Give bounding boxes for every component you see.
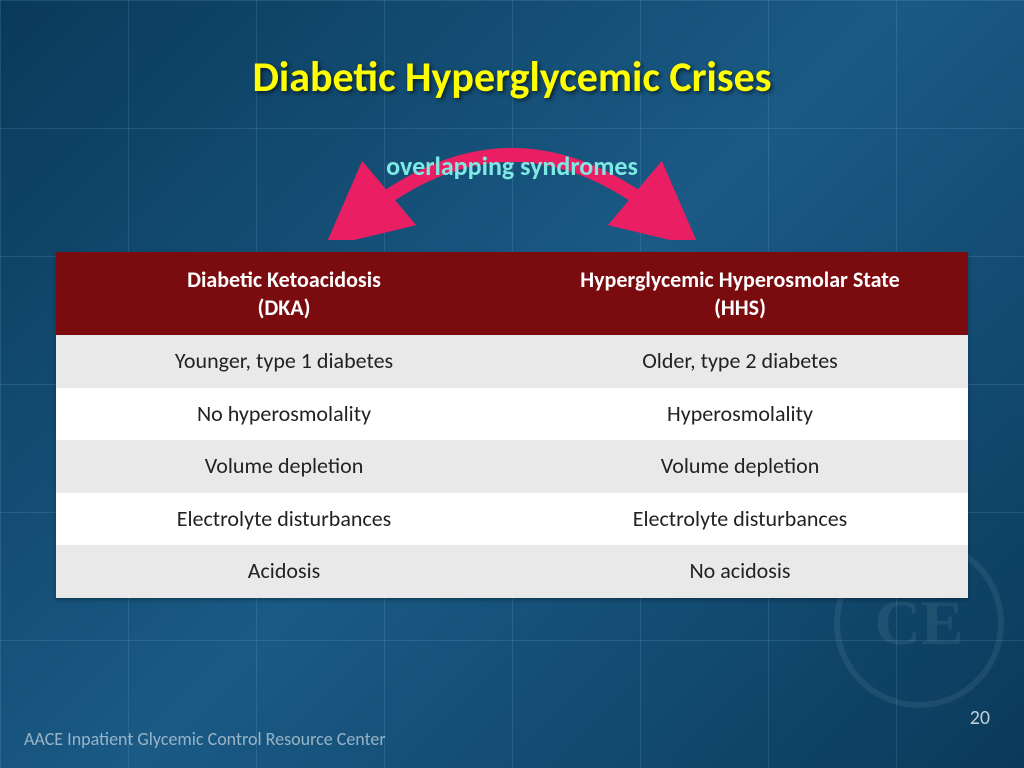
table: Diabetic Ketoacidosis (DKA) Hyperglycemi… xyxy=(56,252,968,598)
arc-arrow-icon xyxy=(302,110,722,240)
cell: Acidosis xyxy=(56,545,512,598)
overlap-arc xyxy=(0,110,1024,240)
slide-title: Diabetic Hyperglycemic Crises xyxy=(0,52,1024,103)
col-header-hhs-sub: (HHS) xyxy=(522,294,958,322)
table-row: No hyperosmolality Hyperosmolality xyxy=(56,388,968,441)
table-row: Acidosis No acidosis xyxy=(56,545,968,598)
cell: Older, type 2 diabetes xyxy=(512,335,968,388)
col-header-hhs-title: Hyperglycemic Hyperosmolar State xyxy=(580,266,900,293)
table-header-row: Diabetic Ketoacidosis (DKA) Hyperglycemi… xyxy=(56,252,968,335)
col-header-hhs: Hyperglycemic Hyperosmolar State (HHS) xyxy=(512,252,968,335)
table-body: Younger, type 1 diabetes Older, type 2 d… xyxy=(56,335,968,598)
cell: No hyperosmolality xyxy=(56,388,512,441)
slide: CE Diabetic Hyperglycemic Crises overlap… xyxy=(0,0,1024,768)
cell: Electrolyte disturbances xyxy=(56,493,512,546)
table-row: Volume depletion Volume depletion xyxy=(56,440,968,493)
col-header-dka-sub: (DKA) xyxy=(66,294,502,322)
cell: Younger, type 1 diabetes xyxy=(56,335,512,388)
cell: Volume depletion xyxy=(512,440,968,493)
footer-source: AACE Inpatient Glycemic Control Resource… xyxy=(24,728,386,750)
comparison-table: Diabetic Ketoacidosis (DKA) Hyperglycemi… xyxy=(56,252,968,598)
cell: Electrolyte disturbances xyxy=(512,493,968,546)
page-number: 20 xyxy=(970,706,990,730)
table-row: Electrolyte disturbances Electrolyte dis… xyxy=(56,493,968,546)
col-header-dka-title: Diabetic Ketoacidosis xyxy=(187,266,381,293)
col-header-dka: Diabetic Ketoacidosis (DKA) xyxy=(56,252,512,335)
cell: Volume depletion xyxy=(56,440,512,493)
cell: Hyperosmolality xyxy=(512,388,968,441)
table-row: Younger, type 1 diabetes Older, type 2 d… xyxy=(56,335,968,388)
cell: No acidosis xyxy=(512,545,968,598)
